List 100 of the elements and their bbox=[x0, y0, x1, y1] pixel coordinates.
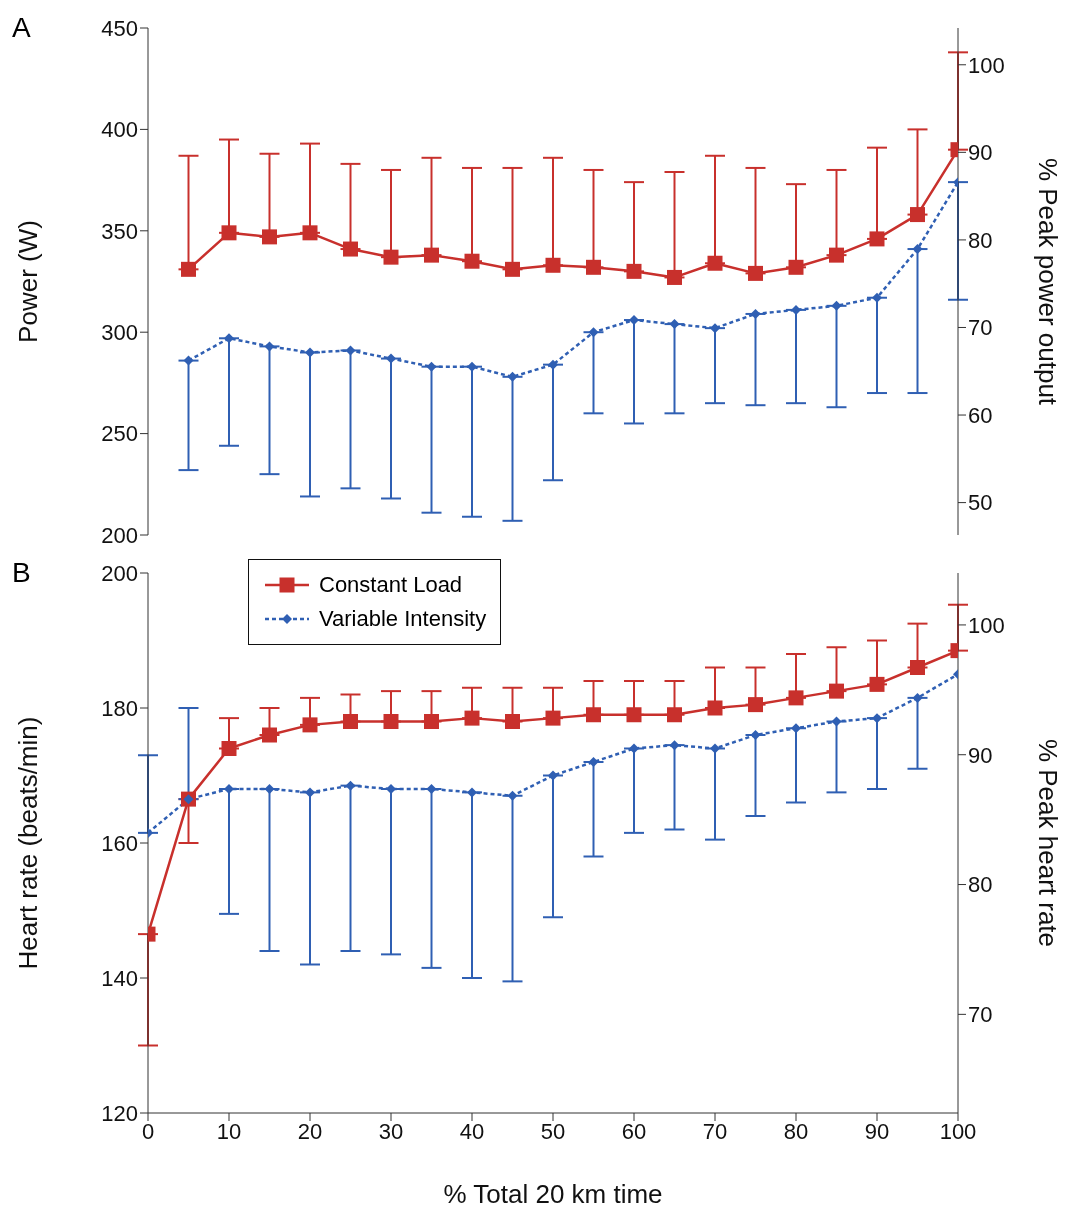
point bbox=[467, 787, 477, 798]
point bbox=[586, 259, 601, 275]
point bbox=[467, 361, 477, 372]
point bbox=[343, 241, 358, 257]
point bbox=[181, 261, 196, 277]
point bbox=[788, 259, 804, 275]
point bbox=[669, 319, 680, 330]
point bbox=[424, 247, 439, 263]
legend-label: Variable Intensity bbox=[319, 605, 487, 633]
point bbox=[302, 717, 318, 733]
y-tick-label: 250 bbox=[101, 421, 138, 447]
point bbox=[505, 261, 520, 277]
point bbox=[748, 265, 763, 281]
point bbox=[831, 300, 842, 311]
y2-tick-label: 60 bbox=[968, 402, 993, 428]
point bbox=[707, 700, 723, 716]
y2-tick-label: 80 bbox=[968, 872, 993, 898]
y2-tick-label: 90 bbox=[968, 140, 993, 166]
point bbox=[869, 676, 885, 692]
point bbox=[910, 660, 925, 675]
point bbox=[910, 207, 925, 223]
point bbox=[710, 743, 720, 754]
x-tick-label: 40 bbox=[459, 1118, 485, 1144]
point bbox=[224, 784, 234, 794]
x-tick-label: 0 bbox=[141, 1118, 155, 1144]
y2-tick-label: 80 bbox=[968, 227, 993, 253]
point bbox=[586, 707, 601, 723]
y-tick-label: 200 bbox=[101, 560, 138, 586]
point bbox=[791, 304, 801, 315]
y-tick-label: 300 bbox=[101, 320, 138, 346]
y-tick-label: 200 bbox=[101, 522, 138, 548]
point bbox=[872, 292, 882, 303]
x-axis-title: % Total 20 km time bbox=[443, 1179, 663, 1209]
point bbox=[829, 683, 844, 699]
point bbox=[548, 770, 558, 781]
point bbox=[548, 359, 558, 370]
point bbox=[629, 743, 639, 754]
y2-tick-label: 70 bbox=[968, 315, 993, 341]
y-tick-label: 400 bbox=[101, 117, 138, 143]
x-tick-label: 10 bbox=[216, 1118, 242, 1144]
y2-axis-title: % Peak heart rate bbox=[1032, 738, 1063, 948]
x-tick-label: 70 bbox=[702, 1118, 728, 1144]
x-tick-label: 90 bbox=[864, 1118, 890, 1144]
point bbox=[912, 692, 923, 703]
point bbox=[872, 713, 882, 724]
y2-axis-title: % Peak power output bbox=[1032, 157, 1063, 406]
point bbox=[183, 355, 194, 366]
point bbox=[464, 710, 480, 726]
y2-tick-label: 90 bbox=[968, 742, 993, 768]
point bbox=[302, 225, 318, 241]
x-tick-label: 20 bbox=[297, 1118, 323, 1144]
y-axis-title: Power (W) bbox=[13, 220, 44, 343]
point bbox=[869, 231, 885, 247]
y2-tick-label: 100 bbox=[968, 52, 1005, 78]
point bbox=[831, 716, 842, 727]
point bbox=[424, 714, 439, 729]
point bbox=[507, 371, 518, 382]
point bbox=[305, 787, 315, 798]
point bbox=[626, 263, 642, 279]
point bbox=[305, 347, 315, 358]
point bbox=[829, 247, 844, 263]
point bbox=[221, 741, 237, 756]
point bbox=[707, 255, 723, 271]
point bbox=[669, 740, 680, 751]
point bbox=[791, 723, 801, 734]
x-tick-label: 60 bbox=[621, 1118, 647, 1144]
y2-tick-label: 100 bbox=[968, 612, 1005, 638]
point bbox=[505, 714, 520, 729]
point bbox=[545, 710, 561, 726]
y-axis-title: Heart rate (beats/min) bbox=[13, 716, 44, 970]
point bbox=[912, 244, 923, 255]
point bbox=[667, 269, 682, 285]
y2-tick-label: 50 bbox=[968, 490, 993, 516]
point bbox=[426, 784, 437, 794]
point bbox=[626, 707, 642, 723]
point bbox=[750, 308, 761, 319]
point bbox=[345, 780, 356, 791]
point bbox=[264, 341, 275, 352]
point bbox=[224, 333, 234, 344]
point bbox=[788, 690, 804, 706]
y-tick-label: 180 bbox=[101, 695, 138, 721]
point bbox=[262, 727, 277, 743]
y-tick-label: 160 bbox=[101, 830, 138, 856]
point bbox=[386, 353, 396, 364]
point bbox=[264, 784, 275, 794]
point bbox=[221, 225, 237, 241]
point bbox=[588, 757, 599, 767]
point bbox=[710, 323, 720, 334]
x-tick-label: 50 bbox=[540, 1118, 566, 1144]
y-tick-label: 140 bbox=[101, 965, 138, 991]
y-tick-label: 120 bbox=[101, 1100, 138, 1126]
text: A bbox=[12, 12, 31, 44]
point bbox=[545, 257, 561, 273]
point bbox=[748, 697, 763, 713]
point bbox=[464, 253, 480, 269]
legend-label: Constant Load bbox=[319, 571, 463, 599]
text: B bbox=[12, 557, 31, 589]
x-tick-label: 100 bbox=[939, 1118, 977, 1144]
point bbox=[345, 345, 356, 356]
y-tick-label: 450 bbox=[101, 15, 138, 41]
